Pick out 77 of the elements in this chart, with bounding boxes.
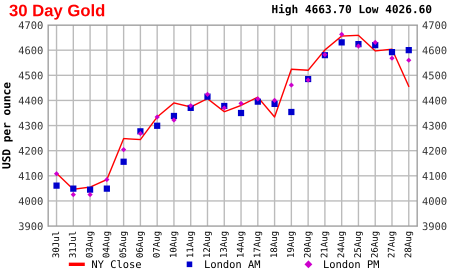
- y-tick-label: 4300: [18, 122, 43, 130]
- x-tick-label: 24Aug: [337, 232, 346, 258]
- point: [70, 186, 76, 192]
- point: [406, 47, 412, 54]
- x-tick-label: 31Jul: [68, 232, 76, 258]
- y-tick-label: 4100: [18, 172, 43, 180]
- point: [255, 96, 260, 102]
- y2-tick-label: 4500: [422, 72, 446, 80]
- x-tick-label: 26Aug: [370, 232, 380, 258]
- y-tick-label: 4600: [18, 46, 43, 54]
- point: [86, 186, 94, 193]
- y-axis-title: USD per ounce: [2, 82, 13, 168]
- legend-label: London PM: [324, 260, 379, 268]
- legend-label: NY Close: [92, 260, 141, 268]
- x-tick-label: 30Jul: [52, 232, 60, 258]
- point: [87, 192, 93, 198]
- legend-label: London AM: [205, 260, 260, 268]
- x-tick-label: 14Aug: [236, 232, 246, 257]
- point: [188, 103, 194, 108]
- y2-tick-label: 4000: [422, 197, 446, 206]
- x-tick-label: 17Aug: [254, 232, 262, 257]
- y2-tick-label: 4200: [422, 146, 446, 155]
- x-tick-label: 11Aug: [186, 232, 196, 257]
- x-tick-label: 18Aug: [270, 232, 279, 257]
- point: [154, 114, 160, 120]
- point: [222, 105, 227, 111]
- x-tick-label: 10Aug: [170, 232, 178, 257]
- point: [54, 171, 60, 176]
- y2-tick-label: 4400: [422, 96, 446, 105]
- point: [238, 110, 244, 116]
- point: [288, 82, 294, 88]
- point: [154, 122, 160, 129]
- point: [104, 176, 110, 182]
- y2-tick-label: 3900: [422, 222, 446, 230]
- y2-tick-label: 4100: [422, 172, 446, 180]
- x-tick-label: 13Aug: [220, 232, 229, 257]
- point: [70, 192, 76, 198]
- x-tick-label: 12Aug: [203, 232, 212, 257]
- point: [138, 130, 143, 136]
- y-tick-label: 3900: [18, 222, 43, 230]
- point: [204, 92, 210, 97]
- x-tick-label: 25Aug: [354, 232, 363, 258]
- point: [288, 108, 294, 116]
- point: [406, 58, 412, 63]
- y2-tick-label: 4700: [422, 21, 446, 30]
- point: [120, 158, 127, 165]
- point: [372, 40, 378, 45]
- point: [53, 182, 60, 189]
- y2-tick-label: 4300: [422, 122, 446, 130]
- x-tick-label: 05Aug: [119, 232, 128, 258]
- point: [356, 44, 362, 49]
- x-tick-label: 07Aug: [152, 232, 162, 258]
- point: [338, 39, 345, 46]
- point: [171, 117, 177, 123]
- point: [339, 32, 344, 37]
- x-tick-label: 06Aug: [136, 232, 145, 258]
- y2-tick-label: 4600: [422, 46, 446, 54]
- x-tick-label: 28Aug: [404, 232, 414, 258]
- y-tick-label: 4400: [18, 96, 43, 105]
- x-tick-label: 20Aug: [304, 232, 313, 258]
- y-tick-label: 4000: [18, 197, 43, 206]
- point: [272, 98, 278, 104]
- x-tick-label: 04Aug: [102, 232, 112, 258]
- x-tick-label: 19Aug: [287, 232, 296, 257]
- x-tick-label: 21Aug: [320, 232, 330, 258]
- chart-title: 30 Day Gold: [9, 4, 104, 20]
- y-tick-label: 4200: [18, 146, 43, 155]
- point: [238, 100, 244, 106]
- y-tick-label: 4500: [18, 72, 43, 80]
- point: [389, 56, 395, 61]
- chart-subtitle: High 4663.70 Low 4026.60: [272, 4, 432, 16]
- point: [121, 147, 126, 152]
- point: [388, 49, 396, 56]
- y-tick-label: 4700: [18, 21, 43, 30]
- x-tick-label: 27Aug: [388, 232, 396, 258]
- point: [104, 186, 110, 192]
- x-tick-label: 03Aug: [86, 232, 94, 258]
